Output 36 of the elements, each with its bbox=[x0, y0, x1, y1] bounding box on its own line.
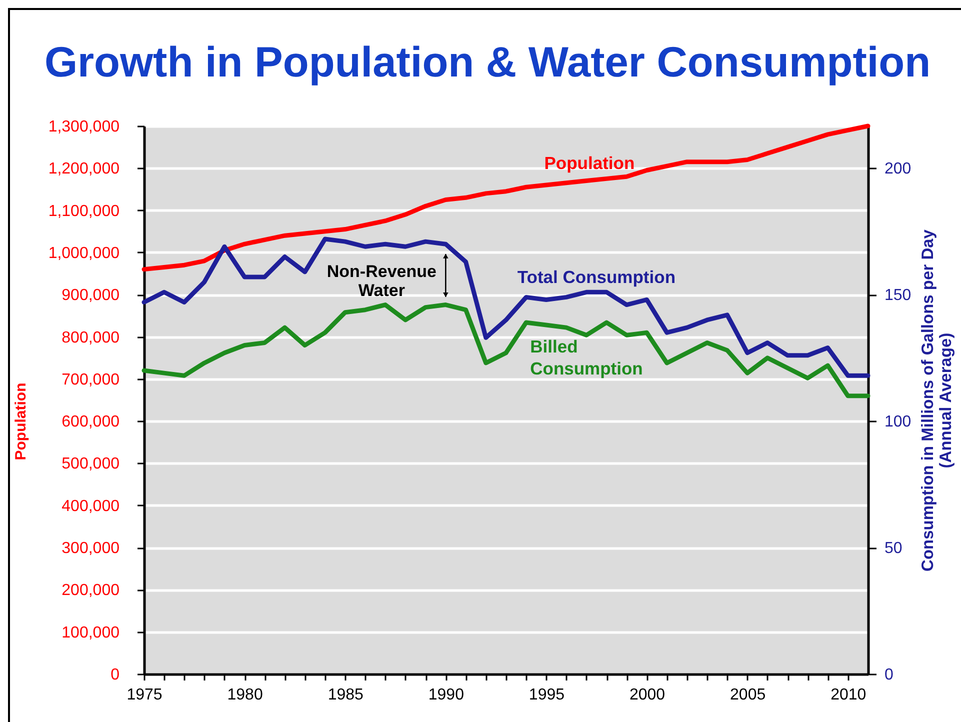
y-tick-label: 900,000 bbox=[62, 287, 120, 304]
y-tick-label: 400,000 bbox=[62, 498, 120, 515]
y2-tick-label: 200 bbox=[884, 160, 912, 178]
y-axis-title: Population bbox=[12, 382, 30, 460]
y-tick-label: 800,000 bbox=[62, 329, 120, 346]
chart-title: Growth in Population & Water Consumption bbox=[44, 40, 931, 86]
y-tick-label: 1,100,000 bbox=[48, 202, 120, 220]
x-tick-label: 2010 bbox=[830, 686, 866, 704]
y-tick-label: 100,000 bbox=[62, 624, 120, 642]
y-tick-label: 0 bbox=[110, 666, 120, 684]
series-label: Population bbox=[544, 152, 635, 173]
y-tick-label: 600,000 bbox=[62, 414, 120, 431]
x-tick-label: 1980 bbox=[227, 686, 263, 704]
y2-tick-label: 50 bbox=[884, 540, 902, 558]
y-tick-label: 1,000,000 bbox=[48, 244, 120, 262]
line-series bbox=[142, 236, 870, 378]
y-tick-label: 500,000 bbox=[62, 456, 120, 473]
y-tick-label: 700,000 bbox=[62, 371, 120, 388]
y2-tick-label: 0 bbox=[884, 666, 894, 684]
y-tick-label: 1,300,000 bbox=[48, 118, 120, 136]
x-tick-label: 1975 bbox=[126, 686, 162, 704]
y-tick-label: 1,200,000 bbox=[48, 160, 120, 178]
x-tick-label: 1995 bbox=[528, 686, 565, 704]
y2-tick-label: 150 bbox=[884, 287, 912, 304]
x-tick-label: 1985 bbox=[328, 686, 364, 704]
x-tick-label: 2005 bbox=[730, 686, 766, 704]
y-tick-label: 200,000 bbox=[62, 582, 120, 600]
line-series bbox=[142, 302, 870, 398]
annotation: Non-Revenue Water bbox=[326, 262, 436, 300]
x-tick-label: 2000 bbox=[629, 686, 666, 704]
series-label: Billed Consumption bbox=[530, 336, 643, 378]
y2-tick-label: 100 bbox=[884, 414, 912, 431]
x-tick-label: 1990 bbox=[428, 686, 464, 704]
series-label: Total Consumption bbox=[517, 267, 676, 288]
y-tick-label: 300,000 bbox=[62, 540, 120, 558]
y2-axis-title: Consumption in Millions of Gallons per Day (Annual Average) bbox=[919, 228, 956, 572]
